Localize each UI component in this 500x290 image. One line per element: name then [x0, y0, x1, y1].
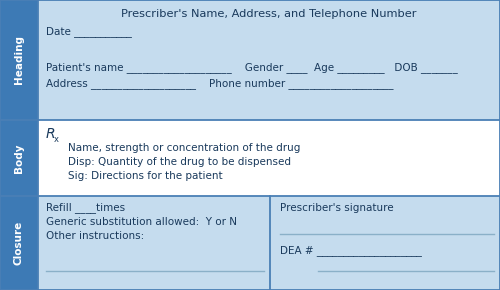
Text: Address ____________________    Phone number ____________________: Address ____________________ Phone numbe… — [46, 79, 394, 89]
Text: Disp: Quantity of the drug to be dispensed: Disp: Quantity of the drug to be dispens… — [68, 157, 291, 167]
Text: Refill ____times: Refill ____times — [46, 202, 125, 213]
Text: R: R — [46, 127, 56, 141]
Text: Generic substitution allowed:  Y or N: Generic substitution allowed: Y or N — [46, 217, 237, 227]
Bar — [38, 196, 500, 290]
Bar — [0, 0, 38, 120]
Text: x: x — [54, 135, 59, 144]
Bar — [38, 120, 500, 196]
Text: DEA # ____________________: DEA # ____________________ — [280, 246, 422, 256]
Text: Date ___________: Date ___________ — [46, 27, 132, 37]
Text: Prescriber's Name, Address, and Telephone Number: Prescriber's Name, Address, and Telephon… — [121, 9, 417, 19]
Text: Other instructions:: Other instructions: — [46, 231, 144, 241]
Text: Patient's name ____________________    Gender ____  Age _________   DOB _______: Patient's name ____________________ Gend… — [46, 63, 458, 73]
Text: Heading: Heading — [14, 35, 24, 84]
Bar — [38, 0, 500, 120]
Text: Body: Body — [14, 143, 24, 173]
Text: Sig: Directions for the patient: Sig: Directions for the patient — [68, 171, 222, 181]
Bar — [0, 196, 38, 290]
Text: Closure: Closure — [14, 221, 24, 265]
Text: Prescriber's signature: Prescriber's signature — [280, 203, 394, 213]
Text: Name, strength or concentration of the drug: Name, strength or concentration of the d… — [68, 143, 300, 153]
Bar — [0, 120, 38, 196]
